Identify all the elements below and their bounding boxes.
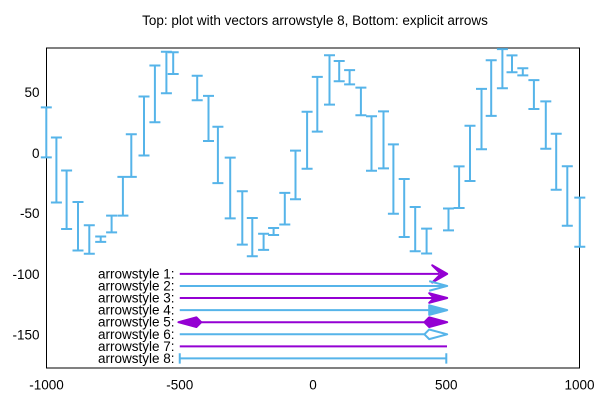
svg-text:arrowstyle 2:: arrowstyle 2: [98, 278, 175, 293]
svg-text:-500: -500 [166, 377, 193, 392]
svg-text:Top: plot with vectors arrowst: Top: plot with vectors arrowstyle 8, Bot… [142, 13, 488, 28]
svg-text:50: 50 [24, 85, 39, 100]
svg-text:0: 0 [32, 146, 40, 161]
svg-text:arrowstyle 7:: arrowstyle 7: [98, 339, 175, 354]
svg-text:arrowstyle 5:: arrowstyle 5: [98, 315, 175, 330]
svg-text:arrowstyle 4:: arrowstyle 4: [98, 303, 175, 318]
svg-text:0: 0 [309, 377, 317, 392]
svg-text:-50: -50 [20, 206, 40, 221]
svg-text:500: 500 [435, 377, 458, 392]
svg-text:arrowstyle 1:: arrowstyle 1: [98, 266, 175, 281]
svg-text:arrowstyle 6:: arrowstyle 6: [98, 327, 175, 342]
svg-text:1000: 1000 [564, 377, 594, 392]
svg-text:-150: -150 [12, 328, 39, 343]
svg-text:-1000: -1000 [29, 377, 64, 392]
svg-text:-100: -100 [12, 267, 39, 282]
svg-text:arrowstyle 3:: arrowstyle 3: [98, 291, 175, 306]
svg-text:arrowstyle 8:: arrowstyle 8: [98, 351, 175, 366]
